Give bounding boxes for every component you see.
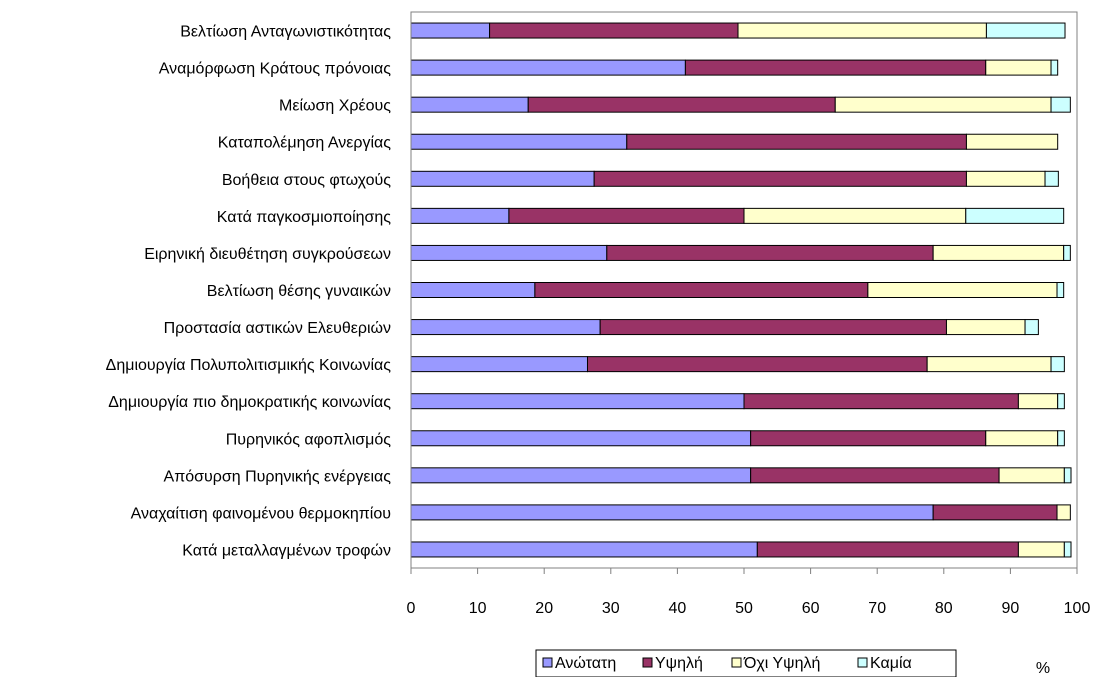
category-label: Πυρηνικός αφοπλισμός bbox=[226, 431, 392, 448]
bar-segment bbox=[998, 467, 1065, 484]
bar-segment bbox=[410, 393, 745, 410]
bar-segment bbox=[599, 319, 947, 336]
x-axis-label: % bbox=[1036, 660, 1050, 677]
x-tick-label: 0 bbox=[407, 600, 416, 617]
bar-segment bbox=[867, 282, 1058, 298]
bar-segment bbox=[626, 133, 967, 150]
bar-segment bbox=[410, 541, 758, 558]
x-tick-label: 70 bbox=[868, 600, 886, 617]
bar-segment bbox=[586, 356, 928, 373]
bar-segment bbox=[985, 59, 1052, 76]
category-label: Βοήθεια στους φτωχούς bbox=[222, 172, 391, 189]
bar-segment bbox=[410, 22, 491, 39]
bar-segment bbox=[410, 282, 536, 298]
x-tick-label: 40 bbox=[669, 600, 687, 617]
category-label: Κατά παγκοσμιοποίησης bbox=[217, 209, 392, 226]
legend-swatch bbox=[857, 657, 868, 668]
bar-segment bbox=[834, 96, 1052, 113]
bar-segment bbox=[945, 319, 1026, 336]
bar-segment bbox=[534, 282, 869, 298]
legend-label: Υψηλή bbox=[655, 655, 703, 672]
bar-segment bbox=[410, 244, 608, 261]
bar-segment bbox=[593, 170, 967, 187]
bar-segment bbox=[1057, 430, 1065, 447]
legend-label: Όχι Υψηλή bbox=[743, 655, 820, 672]
bar-segment bbox=[750, 430, 987, 447]
bar-segment bbox=[1017, 541, 1065, 558]
x-tick-label: 50 bbox=[735, 600, 753, 617]
category-label: Ειρηνική διευθέτηση συγκρούσεων bbox=[144, 246, 391, 263]
x-tick-label: 90 bbox=[1002, 600, 1020, 617]
legend-swatch bbox=[642, 657, 653, 668]
bar-segment bbox=[410, 59, 686, 76]
legend: Ανώτατη Υψηλή Όχι Υψηλή Καμία bbox=[535, 649, 957, 677]
category-label: Βελτίωση θέσης γυναικών bbox=[207, 283, 391, 300]
bar-segment bbox=[985, 430, 1059, 447]
bar-segment bbox=[1057, 393, 1065, 410]
bar-segment bbox=[1056, 504, 1071, 521]
bar-segment bbox=[1050, 96, 1071, 113]
bar-segment bbox=[489, 22, 739, 39]
bar-segment bbox=[527, 96, 836, 113]
category-labels: Βελτίωση Ανταγωνιστικότητας Αναμόρφωση Κρ… bbox=[106, 24, 392, 560]
category-label: Προστασία αστικών Ελευθεριών bbox=[164, 320, 391, 337]
category-label: Βελτίωση Ανταγωνιστικότητας bbox=[180, 24, 391, 41]
bar-segment bbox=[1024, 319, 1039, 336]
category-label: Αναμόρφωση Κράτους πρόνοιας bbox=[159, 61, 392, 78]
bar-segment bbox=[743, 207, 967, 224]
legend-swatch bbox=[731, 657, 742, 668]
bar-segment bbox=[410, 356, 588, 373]
bar-segment bbox=[1056, 282, 1065, 298]
bar-segment bbox=[1050, 59, 1059, 76]
bar-segment bbox=[1044, 170, 1059, 187]
bar-segment bbox=[932, 504, 1058, 521]
bar-segment bbox=[750, 467, 1000, 484]
bar-segment bbox=[926, 356, 1052, 373]
bar-segment bbox=[1063, 541, 1072, 558]
bar-segment bbox=[684, 59, 987, 76]
legend-swatch bbox=[542, 657, 553, 668]
legend-label: Καμία bbox=[870, 655, 912, 672]
x-tick-label: 80 bbox=[935, 600, 953, 617]
bar-segment bbox=[508, 207, 745, 224]
category-label: Μείωση Χρέους bbox=[279, 98, 391, 115]
category-label: Δημιουργία πιο δημοκρατικής κοινωνίας bbox=[108, 394, 391, 411]
bar-segment bbox=[410, 319, 601, 336]
bar-segment bbox=[1063, 244, 1071, 261]
bar-segment bbox=[756, 541, 1019, 558]
bar-segment bbox=[410, 170, 595, 187]
bar-segment bbox=[410, 504, 934, 521]
bar-segment bbox=[1050, 356, 1065, 373]
bar-segment bbox=[737, 22, 987, 39]
bars bbox=[410, 22, 1072, 558]
x-tick-label: 100 bbox=[1064, 600, 1091, 617]
bar-segment bbox=[410, 430, 752, 447]
bar-segment bbox=[932, 244, 1065, 261]
x-axis: 0 10 20 30 40 50 60 70 80 90 100 bbox=[407, 568, 1091, 617]
x-tick-label: 10 bbox=[469, 600, 487, 617]
x-tick-label: 20 bbox=[535, 600, 553, 617]
x-tick-label: 60 bbox=[802, 600, 820, 617]
x-tick-label: 30 bbox=[602, 600, 620, 617]
bar-segment bbox=[606, 244, 934, 261]
category-label: Δημιουργία Πολυπολιτισμικής Κοινωνίας bbox=[106, 357, 392, 374]
bar-segment bbox=[965, 170, 1046, 187]
category-label: Καταπολέμηση Ανεργίας bbox=[218, 135, 391, 152]
bar-segment bbox=[743, 393, 1019, 410]
bar-segment bbox=[965, 207, 1065, 224]
legend-box bbox=[535, 649, 957, 677]
category-label: Απόσυρση Πυρηνικής ενέργειας bbox=[164, 468, 392, 485]
bar-segment bbox=[410, 96, 529, 113]
bar-segment bbox=[1017, 393, 1059, 410]
bar-segment bbox=[985, 22, 1066, 39]
category-label: Αναχαίτιση φαινομένου θερμοκηπίου bbox=[131, 505, 391, 522]
bar-segment bbox=[1063, 467, 1072, 484]
legend-label: Ανώτατη bbox=[555, 655, 616, 672]
bar-segment bbox=[410, 207, 510, 224]
bar-segment bbox=[410, 133, 628, 150]
bar-segment bbox=[410, 467, 752, 484]
category-label: Κατά μεταλλαγμένων τροφών bbox=[182, 542, 391, 559]
bar-segment bbox=[965, 133, 1059, 150]
